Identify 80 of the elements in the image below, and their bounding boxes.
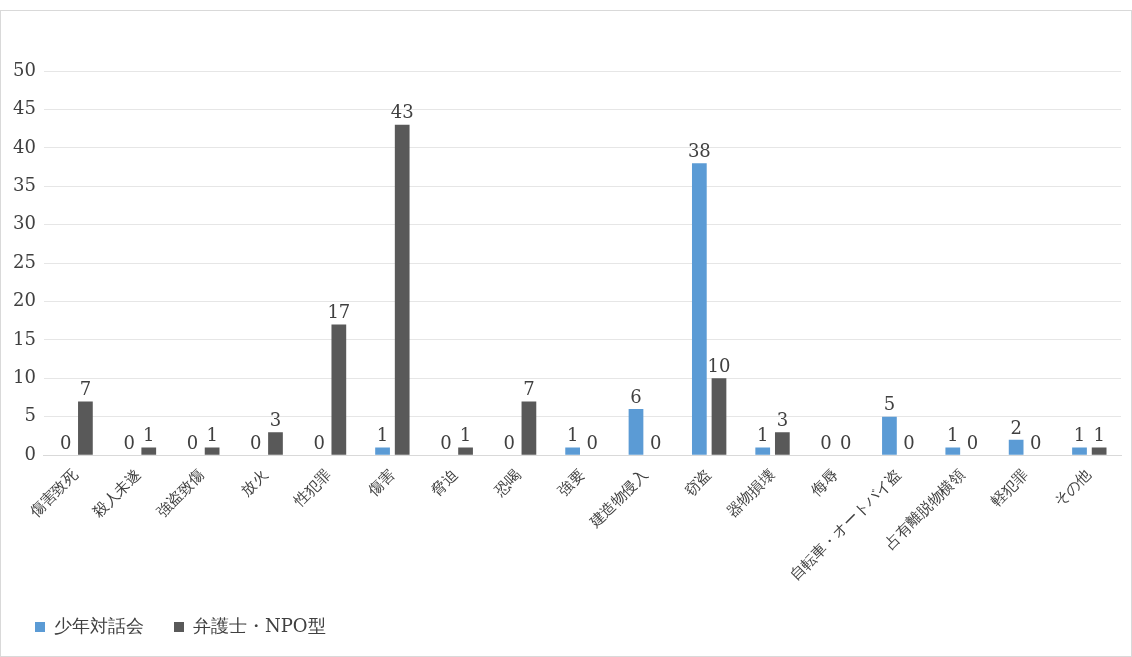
data-label: 0 <box>586 431 598 453</box>
bar <box>945 447 961 455</box>
data-label: 2 <box>1010 416 1022 438</box>
data-label: 1 <box>756 424 769 446</box>
data-label: 6 <box>630 385 642 407</box>
data-label: 5 <box>883 393 896 415</box>
bar <box>774 432 790 455</box>
data-label: 1 <box>1093 424 1105 446</box>
y-tick-label: 25 <box>13 250 36 272</box>
data-label: 17 <box>327 301 351 323</box>
y-tick-label: 5 <box>24 404 36 426</box>
data-label: 43 <box>390 101 414 123</box>
data-label: 0 <box>440 431 452 453</box>
x-tick-label: 恐喝 <box>490 465 525 501</box>
bar <box>78 401 93 455</box>
bar <box>204 447 220 455</box>
bar <box>394 124 410 455</box>
data-label: 1 <box>206 424 218 446</box>
bar <box>691 163 707 455</box>
data-label: 1 <box>376 424 389 446</box>
y-tick-label: 45 <box>13 97 36 119</box>
x-tick-label: 軽犯罪 <box>986 465 1032 510</box>
data-label: 0 <box>649 431 662 453</box>
bar <box>458 447 473 455</box>
data-label: 0 <box>839 431 852 453</box>
y-tick-label: 30 <box>13 212 36 234</box>
data-label: 0 <box>503 431 515 453</box>
data-label: 0 <box>1030 431 1042 453</box>
data-label: 38 <box>687 139 711 161</box>
x-tick-label: その他 <box>1050 465 1095 510</box>
bar <box>268 432 283 455</box>
x-tick-label: 強盗致傷 <box>152 465 208 521</box>
bar <box>882 416 897 455</box>
data-label: 1 <box>566 424 579 446</box>
data-label: 1 <box>947 424 959 446</box>
x-tick-label: 傷害 <box>363 465 398 501</box>
data-label: 0 <box>313 431 325 453</box>
legend-label: 弁護士・NPO型 <box>193 614 326 636</box>
data-label: 0 <box>123 431 135 453</box>
bar <box>1008 439 1024 455</box>
data-label: 7 <box>79 378 92 400</box>
data-label: 3 <box>776 408 789 430</box>
bar <box>1091 447 1107 455</box>
x-tick-label: 器物損壊 <box>722 465 779 521</box>
data-label: 1 <box>143 424 155 446</box>
data-label: 0 <box>966 431 979 453</box>
data-label: 3 <box>269 408 282 430</box>
data-label: 1 <box>459 424 472 446</box>
data-label: 1 <box>1073 424 1086 446</box>
y-tick-label: 15 <box>13 327 36 349</box>
data-label: 7 <box>523 378 535 400</box>
x-tick-label: 放火 <box>237 465 272 500</box>
y-tick-label: 20 <box>13 289 36 311</box>
bar <box>755 447 771 455</box>
bar <box>141 447 157 455</box>
data-label: 0 <box>186 431 199 453</box>
bar <box>1072 447 1087 455</box>
x-tick-label: 傷害致死 <box>25 465 82 522</box>
bar <box>331 324 347 455</box>
bar <box>565 447 580 455</box>
x-tick-label: 窃盗 <box>680 465 715 500</box>
x-tick-label: 脅迫 <box>427 465 462 500</box>
data-label: 0 <box>250 431 262 453</box>
x-tick-label: 殺人未遂 <box>89 465 145 521</box>
data-label: 10 <box>707 355 731 377</box>
bar <box>711 378 727 455</box>
y-tick-label: 50 <box>13 58 36 80</box>
bar <box>521 401 537 455</box>
y-tick-label: 0 <box>24 442 36 464</box>
bar <box>628 409 644 455</box>
y-tick-label: 35 <box>13 173 36 195</box>
data-label: 0 <box>60 431 72 453</box>
legend-label: 少年対話会 <box>54 614 144 636</box>
bar <box>375 447 390 455</box>
data-label: 0 <box>903 431 915 453</box>
y-tick-label: 40 <box>13 135 36 157</box>
x-tick-label: 性犯罪 <box>289 465 335 511</box>
data-label: 0 <box>820 431 832 453</box>
y-tick-label: 10 <box>13 366 36 388</box>
x-tick-label: 侮辱 <box>807 465 842 500</box>
